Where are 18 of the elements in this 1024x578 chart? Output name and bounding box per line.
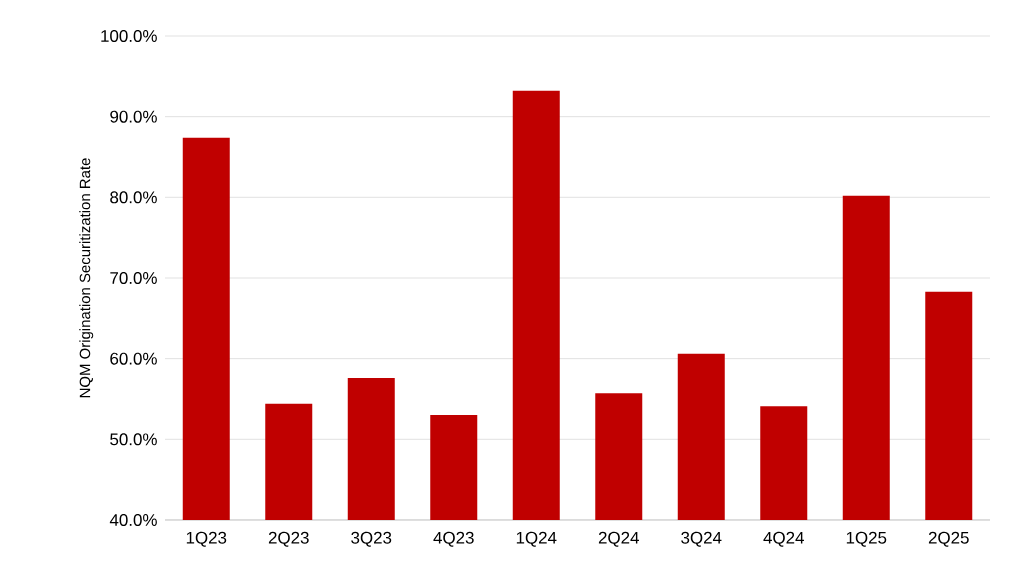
x-tick-label: 2Q23 — [268, 531, 309, 547]
x-tick-label: 4Q23 — [433, 531, 474, 547]
y-axis-title: NQM Origination Securitization Rate — [79, 158, 94, 398]
x-tick-label: 4Q24 — [763, 531, 804, 547]
x-tick-label: 1Q23 — [186, 531, 227, 547]
y-tick-label: 80.0% — [110, 191, 157, 204]
y-tick-label: 90.0% — [110, 110, 157, 123]
y-tick-label: 60.0% — [110, 352, 157, 365]
x-tick-label: 2Q24 — [598, 531, 639, 547]
x-tick-label: 3Q24 — [681, 531, 722, 547]
x-tick-label: 2Q25 — [928, 531, 969, 547]
x-tick-label: 1Q24 — [516, 531, 557, 547]
y-tick-label: 40.0% — [109, 513, 157, 526]
y-tick-label: 50.0% — [110, 433, 157, 446]
y-tick-label: 70.0% — [110, 271, 157, 284]
x-tick-label: 1Q25 — [846, 531, 887, 547]
y-tick-label: 100.0% — [101, 29, 157, 42]
x-tick-label: 3Q23 — [351, 531, 392, 547]
